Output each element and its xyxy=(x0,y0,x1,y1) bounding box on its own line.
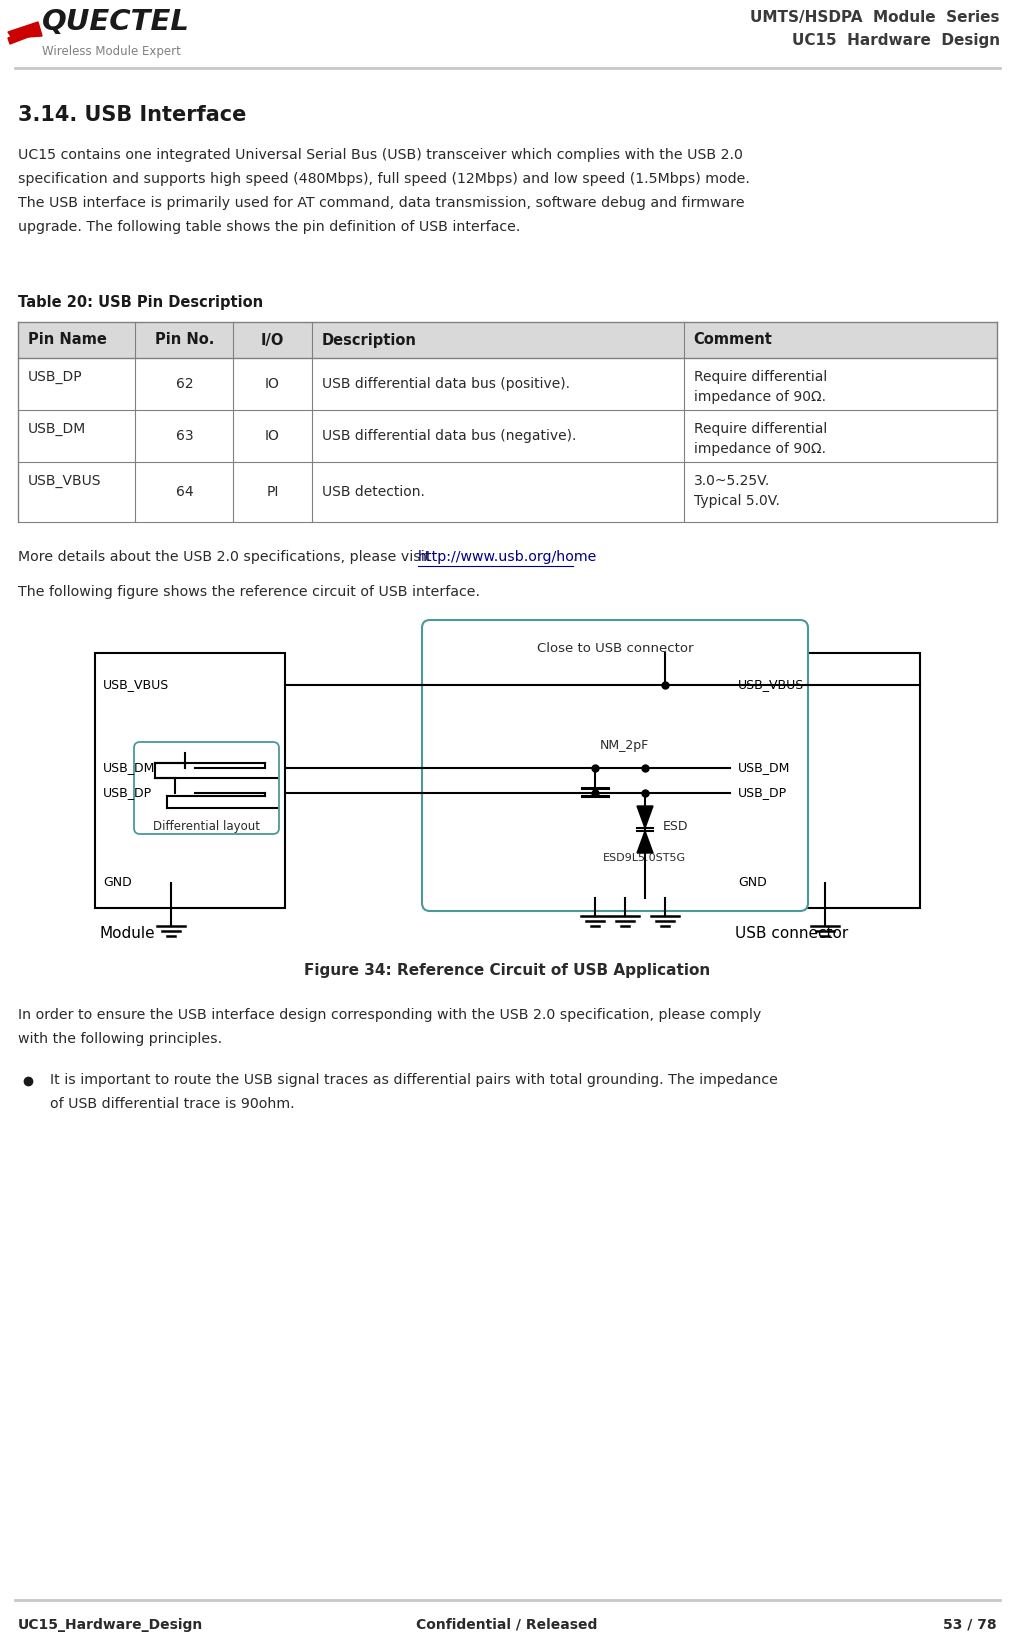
Text: Description: Description xyxy=(322,333,416,347)
Text: Comment: Comment xyxy=(693,333,772,347)
Text: Require differential: Require differential xyxy=(693,423,827,436)
Text: UC15 contains one integrated Universal Serial Bus (USB) transceiver which compli: UC15 contains one integrated Universal S… xyxy=(18,147,743,162)
Text: 3.0~5.25V.: 3.0~5.25V. xyxy=(693,473,770,488)
Text: Require differential: Require differential xyxy=(693,370,827,383)
Text: In order to ensure the USB interface design corresponding with the USB 2.0 speci: In order to ensure the USB interface des… xyxy=(18,1007,761,1022)
Text: Typical 5.0V.: Typical 5.0V. xyxy=(693,495,780,508)
Text: ESD: ESD xyxy=(663,819,688,832)
Text: USB_DP: USB_DP xyxy=(103,786,152,799)
Text: The USB interface is primarily used for AT command, data transmission, software : The USB interface is primarily used for … xyxy=(18,197,745,210)
Text: .: . xyxy=(573,550,578,563)
Text: USB_VBUS: USB_VBUS xyxy=(28,473,102,488)
Text: http://www.usb.org/home: http://www.usb.org/home xyxy=(418,550,598,563)
FancyBboxPatch shape xyxy=(422,621,808,911)
Text: Figure 34: Reference Circuit of USB Application: Figure 34: Reference Circuit of USB Appl… xyxy=(303,963,710,978)
Text: ESD9L5.0ST5G: ESD9L5.0ST5G xyxy=(603,853,686,863)
Bar xyxy=(18,323,997,359)
FancyBboxPatch shape xyxy=(134,742,279,834)
Text: Confidential / Released: Confidential / Released xyxy=(416,1618,598,1631)
Text: impedance of 90Ω.: impedance of 90Ω. xyxy=(693,442,826,455)
Text: It is important to route the USB signal traces as differential pairs with total : It is important to route the USB signal … xyxy=(50,1073,777,1088)
Text: 53 / 78: 53 / 78 xyxy=(943,1618,997,1631)
Text: USB_DM: USB_DM xyxy=(738,762,791,775)
Text: USB connector: USB connector xyxy=(735,925,849,940)
Text: I/O: I/O xyxy=(261,333,284,347)
Text: GND: GND xyxy=(103,876,132,889)
Text: NM_2pF: NM_2pF xyxy=(600,739,650,752)
Text: 63: 63 xyxy=(176,429,193,442)
Text: USB_DM: USB_DM xyxy=(103,762,155,775)
Polygon shape xyxy=(637,830,653,853)
Text: Differential layout: Differential layout xyxy=(153,821,260,834)
Text: PI: PI xyxy=(266,485,279,500)
Text: USB_VBUS: USB_VBUS xyxy=(103,678,170,691)
Text: 62: 62 xyxy=(176,377,193,391)
Text: IO: IO xyxy=(265,377,280,391)
Bar xyxy=(95,654,285,907)
Text: USB_DM: USB_DM xyxy=(28,423,86,436)
Text: UC15_Hardware_Design: UC15_Hardware_Design xyxy=(18,1618,203,1631)
Text: USB_DP: USB_DP xyxy=(28,370,82,383)
Text: USB detection.: USB detection. xyxy=(322,485,424,500)
Text: UMTS/HSDPA  Module  Series: UMTS/HSDPA Module Series xyxy=(750,10,1000,25)
Text: with the following principles.: with the following principles. xyxy=(18,1032,222,1047)
Polygon shape xyxy=(8,28,36,44)
Text: Pin Name: Pin Name xyxy=(28,333,107,347)
Text: Close to USB connector: Close to USB connector xyxy=(537,642,693,655)
Text: Pin No.: Pin No. xyxy=(154,333,214,347)
Polygon shape xyxy=(8,21,42,38)
Text: The following figure shows the reference circuit of USB interface.: The following figure shows the reference… xyxy=(18,585,480,600)
Text: 64: 64 xyxy=(176,485,193,500)
Text: More details about the USB 2.0 specifications, please visit: More details about the USB 2.0 specifica… xyxy=(18,550,434,563)
Polygon shape xyxy=(637,806,653,827)
Text: QUECTEL: QUECTEL xyxy=(42,8,190,36)
Text: GND: GND xyxy=(738,876,766,889)
Text: IO: IO xyxy=(265,429,280,442)
Text: Table 20: USB Pin Description: Table 20: USB Pin Description xyxy=(18,295,263,310)
Text: impedance of 90Ω.: impedance of 90Ω. xyxy=(693,390,826,405)
Text: of USB differential trace is 90ohm.: of USB differential trace is 90ohm. xyxy=(50,1097,294,1111)
Text: 3.14. USB Interface: 3.14. USB Interface xyxy=(18,105,247,124)
Text: USB differential data bus (positive).: USB differential data bus (positive). xyxy=(322,377,569,391)
Text: USB_DP: USB_DP xyxy=(738,786,787,799)
Text: specification and supports high speed (480Mbps), full speed (12Mbps) and low spe: specification and supports high speed (4… xyxy=(18,172,750,187)
Text: UC15  Hardware  Design: UC15 Hardware Design xyxy=(792,33,1000,48)
Text: Module: Module xyxy=(100,925,155,940)
Bar xyxy=(730,654,920,907)
Text: upgrade. The following table shows the pin definition of USB interface.: upgrade. The following table shows the p… xyxy=(18,219,521,234)
Text: USB differential data bus (negative).: USB differential data bus (negative). xyxy=(322,429,577,442)
Text: Wireless Module Expert: Wireless Module Expert xyxy=(42,44,181,57)
Text: USB_VBUS: USB_VBUS xyxy=(738,678,804,691)
